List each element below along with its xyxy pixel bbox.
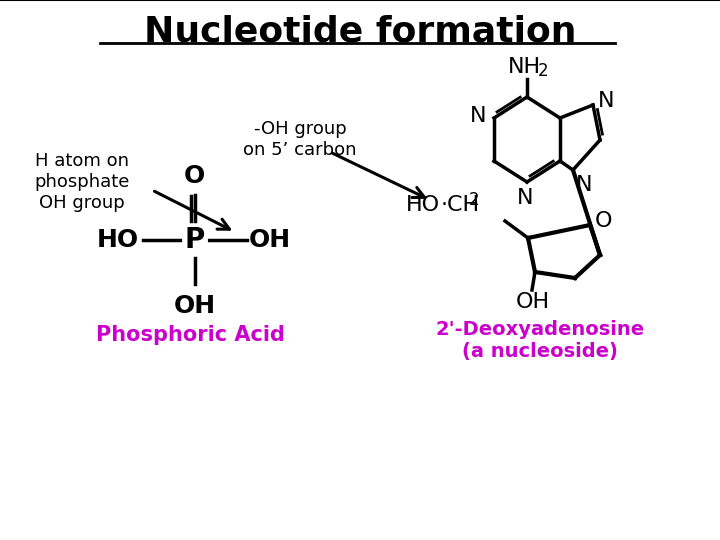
Text: O: O	[595, 211, 613, 231]
Text: NH: NH	[508, 57, 541, 77]
Text: N: N	[576, 175, 593, 195]
Text: N: N	[598, 91, 614, 111]
Text: H atom on
phosphate
OH group: H atom on phosphate OH group	[35, 152, 130, 212]
Text: OH: OH	[516, 292, 550, 312]
Text: 2: 2	[538, 62, 549, 80]
Text: HO: HO	[97, 228, 139, 252]
Text: -OH group
on 5’ carbon: -OH group on 5’ carbon	[243, 120, 356, 159]
Text: P: P	[185, 226, 205, 254]
Text: N: N	[517, 188, 534, 208]
Text: HO: HO	[406, 195, 440, 215]
Text: 2'-Deoxyadenosine
(a nucleoside): 2'-Deoxyadenosine (a nucleoside)	[436, 320, 644, 361]
Text: O: O	[184, 164, 204, 188]
Text: OH: OH	[249, 228, 291, 252]
Text: Phosphoric Acid: Phosphoric Acid	[96, 325, 284, 345]
Text: N: N	[469, 106, 486, 126]
Text: 2: 2	[469, 191, 480, 209]
Text: OH: OH	[174, 294, 216, 318]
Text: ·CH: ·CH	[441, 195, 480, 215]
Text: Nucleotide formation: Nucleotide formation	[144, 15, 576, 49]
